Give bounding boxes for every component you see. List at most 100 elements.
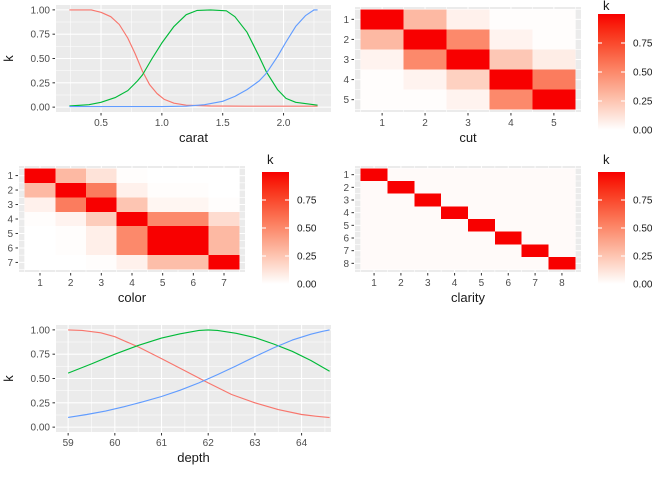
heat-tile-r6-c8 xyxy=(548,231,576,245)
heat-tile-r3-c4 xyxy=(116,197,148,213)
membership-curve-cluster-3 xyxy=(69,9,318,108)
heat-tile-r5-c7 xyxy=(521,219,549,232)
heat-tile-r7-c7 xyxy=(521,244,549,258)
heat-tile-r1-c3 xyxy=(414,168,442,182)
x-axis-title: cut xyxy=(459,130,477,145)
heat-tile-r6-c4 xyxy=(116,240,148,256)
heat-tile-r5-c8 xyxy=(548,219,576,232)
x-axis-title: depth xyxy=(177,450,210,465)
membership-curve-cluster-2 xyxy=(69,9,318,107)
heat-tile-r4-c7 xyxy=(521,206,549,220)
heat-tile-r3-c7 xyxy=(521,193,549,207)
x-tick-label: 6 xyxy=(191,278,197,289)
heat-tile-r4-c7 xyxy=(208,211,240,227)
heat-tile-r6-c7 xyxy=(521,231,549,245)
heat-tile-r4-c2 xyxy=(55,211,87,227)
heat-tile-r7-c3 xyxy=(85,255,117,270)
row-label: 5 xyxy=(343,221,349,232)
heat-tile-r4-c1 xyxy=(24,211,56,227)
heat-tile-r3-c3 xyxy=(414,193,442,207)
legend-title: k xyxy=(603,0,610,13)
heat-tile-r1-c7 xyxy=(521,168,549,182)
heat-tile-r5-c5 xyxy=(468,219,496,232)
legend-tick-label: 0.00 xyxy=(633,126,653,137)
heat-tile-r5-c1 xyxy=(360,89,404,110)
heat-tile-r6-c2 xyxy=(55,240,87,256)
heat-tile-r7-c6 xyxy=(178,255,209,270)
heat-tile-r2-c4 xyxy=(489,29,533,50)
row-label: 7 xyxy=(7,258,13,269)
plot-color-heatmap: 1 2 3 4 5 6 7 1 2 3 4 5 6 7 color k 0.75 0.50 0.25 0.00 xyxy=(0,152,336,315)
heat-tile-r4-c4 xyxy=(489,69,533,90)
x-tick-label: 63 xyxy=(249,438,261,449)
heat-tile-r2-c6 xyxy=(178,182,209,198)
heat-tile-r4-c6 xyxy=(494,206,522,220)
x-tick-label: 62 xyxy=(203,438,215,449)
heat-tile-r2-c5 xyxy=(532,29,576,50)
heat-tile-r1-c5 xyxy=(468,168,496,182)
heat-tile-r6-c1 xyxy=(360,231,388,245)
chart-svg-cut: 1 2 3 4 5 1 2 3 4 5 cut k 0.75 0.50 0.25 0.00 xyxy=(343,0,653,145)
legend-gradient-bar xyxy=(598,14,625,130)
heat-tile-r2-c7 xyxy=(208,182,240,198)
x-tick-label: 1.5 xyxy=(216,118,230,129)
heat-tile-r1-c4 xyxy=(116,168,148,184)
y-axis-title: k xyxy=(1,375,16,382)
row-label: 4 xyxy=(7,215,13,226)
heat-tile-r4-c6 xyxy=(178,211,209,227)
heat-tile-r2-c3 xyxy=(446,29,490,50)
plot-cut-heatmap: 1 2 3 4 5 1 2 3 4 5 cut k 0.75 0.50 0.25 0.00 xyxy=(336,0,672,152)
heat-tile-r6-c6 xyxy=(494,231,522,245)
plot-depth-membership: 59 60 61 62 63 64 0.00 0.25 0.50 0.75 1.00 depth k xyxy=(0,315,336,480)
plot-clarity-heatmap: 1 2 3 4 5 6 7 8 1 2 3 4 5 6 7 8 clarity k 0.75 0.50 0.25 0.00 xyxy=(336,152,672,315)
heat-tile-r2-c6 xyxy=(494,180,522,194)
y-tick-label: 1.00 xyxy=(31,325,51,336)
heat-tile-r7-c2 xyxy=(387,244,415,258)
legend-tick-label: 0.50 xyxy=(297,224,317,235)
y-tick-label: 0.25 xyxy=(31,78,51,89)
heat-tile-r6-c6 xyxy=(178,240,209,256)
heat-tile-r3-c1 xyxy=(24,197,56,213)
legend-title: k xyxy=(603,152,610,167)
heat-tile-r7-c4 xyxy=(116,255,148,270)
x-tick-label: 3 xyxy=(99,278,105,289)
heat-tile-r5-c3 xyxy=(85,226,117,242)
x-tick-label: 2.0 xyxy=(277,118,291,129)
heat-tile-r1-c1 xyxy=(360,9,404,30)
heat-tile-r4-c4 xyxy=(116,211,148,227)
heat-tile-r3-c7 xyxy=(208,197,240,213)
heat-tile-r7-c8 xyxy=(548,244,576,258)
heat-tile-r4-c4 xyxy=(441,206,469,220)
heat-tile-r1-c2 xyxy=(387,168,415,182)
x-tick-label: 3 xyxy=(425,278,431,289)
heat-tile-r2-c3 xyxy=(414,180,442,194)
heat-tile-r6-c5 xyxy=(147,240,179,256)
heat-tile-r2-c3 xyxy=(85,182,117,198)
heat-tile-r7-c7 xyxy=(208,255,240,270)
chart-svg-depth: 59 60 61 62 63 64 0.00 0.25 0.50 0.75 1.00 depth k xyxy=(1,325,331,465)
heat-tile-r5-c5 xyxy=(532,89,576,110)
y-tick-label: 1.00 xyxy=(31,5,51,16)
x-tick-label: 5 xyxy=(551,118,557,129)
heat-tile-r1-c2 xyxy=(55,168,87,184)
membership-curve-cluster-2 xyxy=(67,329,330,374)
x-tick-label: 4 xyxy=(452,278,458,289)
row-label: 1 xyxy=(343,170,349,181)
heat-tile-r5-c1 xyxy=(24,226,56,242)
heat-tile-r4-c1 xyxy=(360,69,404,90)
row-label: 5 xyxy=(7,229,13,240)
heat-tile-r3-c4 xyxy=(489,49,533,70)
heat-tile-r7-c5 xyxy=(147,255,179,270)
heat-tile-r8-c6 xyxy=(494,257,522,270)
heat-tile-r4-c2 xyxy=(387,206,415,220)
heat-tile-r2-c4 xyxy=(441,180,469,194)
x-tick-label: 2 xyxy=(398,278,404,289)
row-label: 3 xyxy=(343,195,349,206)
heat-tile-r4-c3 xyxy=(446,69,490,90)
heat-tile-r5-c7 xyxy=(208,226,240,242)
heat-tile-r7-c4 xyxy=(441,244,469,258)
empty-cell xyxy=(336,315,672,480)
heat-tile-r7-c3 xyxy=(414,244,442,258)
heat-tile-r5-c1 xyxy=(360,219,388,232)
